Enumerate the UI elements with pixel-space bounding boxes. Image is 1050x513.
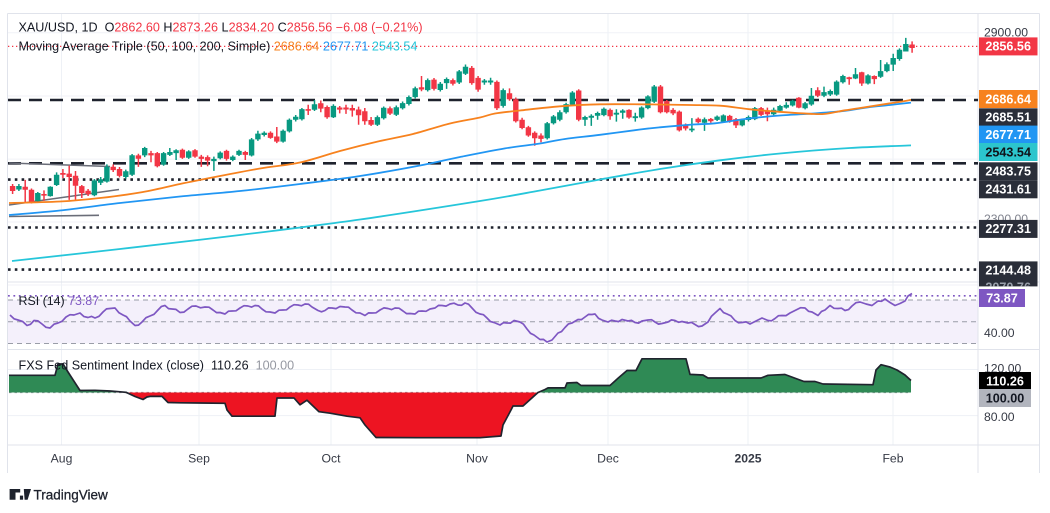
svg-text:TradingView: TradingView: [34, 488, 109, 503]
svg-text:RSI (14) 73.87: RSI (14) 73.87: [19, 294, 100, 308]
svg-text:2900.00: 2900.00: [984, 26, 1028, 40]
svg-text:2543.54: 2543.54: [985, 145, 1031, 159]
svg-text:Aug: Aug: [51, 452, 73, 466]
svg-text:2483.75: 2483.75: [985, 165, 1031, 179]
svg-text:110.26: 110.26: [986, 374, 1024, 388]
svg-text:100.00: 100.00: [986, 391, 1025, 405]
svg-text:2025: 2025: [734, 452, 761, 466]
svg-text:2856.56: 2856.56: [985, 40, 1031, 54]
svg-text:Feb: Feb: [882, 452, 903, 466]
svg-text:FXS Fed Sentiment Index (close: FXS Fed Sentiment Index (close) 110.26 1…: [19, 358, 295, 372]
svg-text:2677.71: 2677.71: [985, 128, 1031, 142]
svg-text:XAU/USD, 1D O2862.60 H2873.26: XAU/USD, 1D O2862.60 H2873.26 L2834.20 C…: [19, 21, 423, 35]
svg-text:73.87: 73.87: [986, 291, 1018, 305]
svg-text:2277.31: 2277.31: [985, 222, 1031, 236]
svg-text:Sep: Sep: [188, 452, 210, 466]
svg-text:80.00: 80.00: [984, 410, 1015, 424]
svg-text:2686.64: 2686.64: [985, 92, 1031, 106]
svg-text:2070.76: 2070.76: [985, 280, 1031, 294]
svg-text:2431.61: 2431.61: [985, 183, 1031, 197]
svg-text:Oct: Oct: [322, 452, 342, 466]
svg-text:2144.48: 2144.48: [985, 264, 1031, 278]
svg-text:Moving Average Triple (50, 100: Moving Average Triple (50, 100, 200, Sim…: [19, 40, 418, 54]
svg-text:40.00: 40.00: [984, 326, 1015, 340]
svg-text:Nov: Nov: [466, 452, 489, 466]
svg-text:Dec: Dec: [597, 452, 619, 466]
svg-text:2685.51: 2685.51: [985, 111, 1031, 125]
